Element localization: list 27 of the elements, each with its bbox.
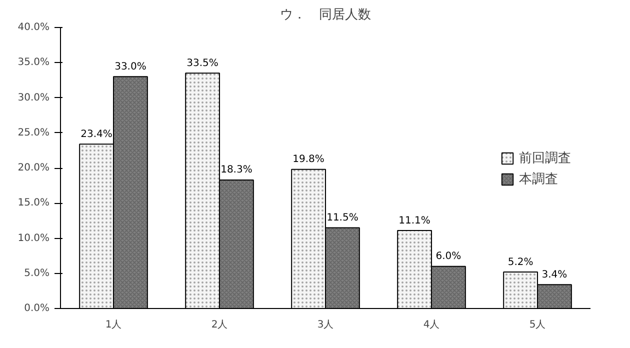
data-label: 6.0% bbox=[436, 251, 462, 262]
x-tick-label: 3人 bbox=[317, 320, 334, 330]
legend-label: 前回調査 bbox=[519, 150, 571, 167]
y-tick-label: 40.0% bbox=[18, 22, 50, 33]
chart-title: ウ． 同居人数 bbox=[280, 8, 371, 22]
data-label: 23.4% bbox=[80, 128, 112, 140]
data-label: 19.8% bbox=[292, 154, 324, 166]
x-tick-label: 2人 bbox=[211, 320, 228, 330]
data-label: 33.5% bbox=[186, 58, 218, 69]
data-label: 3.4% bbox=[542, 269, 568, 280]
y-tick-label: 25.0% bbox=[18, 127, 50, 138]
y-tick-label: 20.0% bbox=[18, 162, 50, 174]
data-label: 11.1% bbox=[398, 215, 430, 226]
y-tick-label: 10.0% bbox=[18, 232, 50, 244]
data-label: 11.5% bbox=[326, 212, 358, 224]
legend-label: 本調査 bbox=[519, 171, 558, 188]
x-tick-label: 5人 bbox=[529, 320, 546, 330]
data-label: 18.3% bbox=[220, 164, 252, 176]
y-tick-label: 35.0% bbox=[18, 57, 50, 68]
y-tick-label: 0.0% bbox=[24, 303, 50, 314]
data-label: 33.0% bbox=[114, 61, 146, 72]
data-label: 5.2% bbox=[508, 256, 534, 268]
x-tick-label: 4人 bbox=[423, 320, 440, 330]
y-tick-label: 5.0% bbox=[24, 268, 50, 279]
y-tick-label: 15.0% bbox=[18, 198, 50, 209]
y-tick-label: 30.0% bbox=[18, 92, 50, 104]
x-tick-label: 1人 bbox=[105, 320, 122, 330]
